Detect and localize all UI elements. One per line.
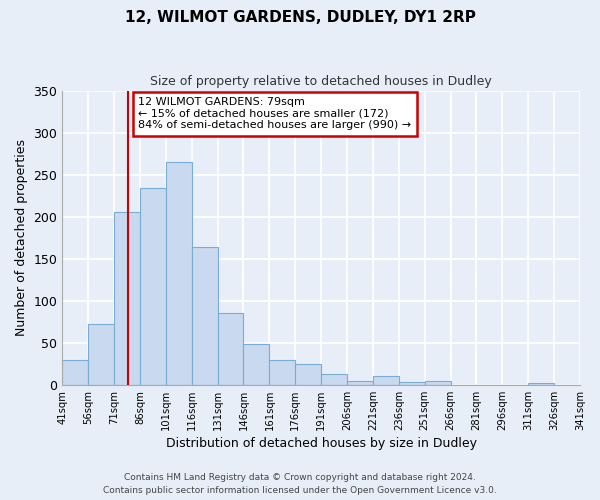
Y-axis label: Number of detached properties: Number of detached properties — [15, 139, 28, 336]
Bar — [218, 314, 244, 385]
Bar — [295, 364, 321, 385]
Bar — [425, 380, 451, 385]
X-axis label: Distribution of detached houses by size in Dudley: Distribution of detached houses by size … — [166, 437, 476, 450]
Bar — [528, 383, 554, 385]
Bar — [269, 360, 295, 385]
Bar — [114, 212, 140, 385]
Bar — [140, 188, 166, 385]
Bar — [244, 344, 269, 385]
Bar — [88, 324, 114, 385]
Bar — [347, 382, 373, 385]
Bar — [192, 247, 218, 385]
Text: Contains HM Land Registry data © Crown copyright and database right 2024.
Contai: Contains HM Land Registry data © Crown c… — [103, 474, 497, 495]
Text: 12 WILMOT GARDENS: 79sqm
← 15% of detached houses are smaller (172)
84% of semi-: 12 WILMOT GARDENS: 79sqm ← 15% of detach… — [138, 98, 412, 130]
Text: 12, WILMOT GARDENS, DUDLEY, DY1 2RP: 12, WILMOT GARDENS, DUDLEY, DY1 2RP — [125, 10, 475, 25]
Bar — [321, 374, 347, 385]
Bar — [166, 162, 192, 385]
Title: Size of property relative to detached houses in Dudley: Size of property relative to detached ho… — [150, 75, 492, 88]
Bar — [373, 376, 399, 385]
Bar — [399, 382, 425, 385]
Bar — [62, 360, 88, 385]
